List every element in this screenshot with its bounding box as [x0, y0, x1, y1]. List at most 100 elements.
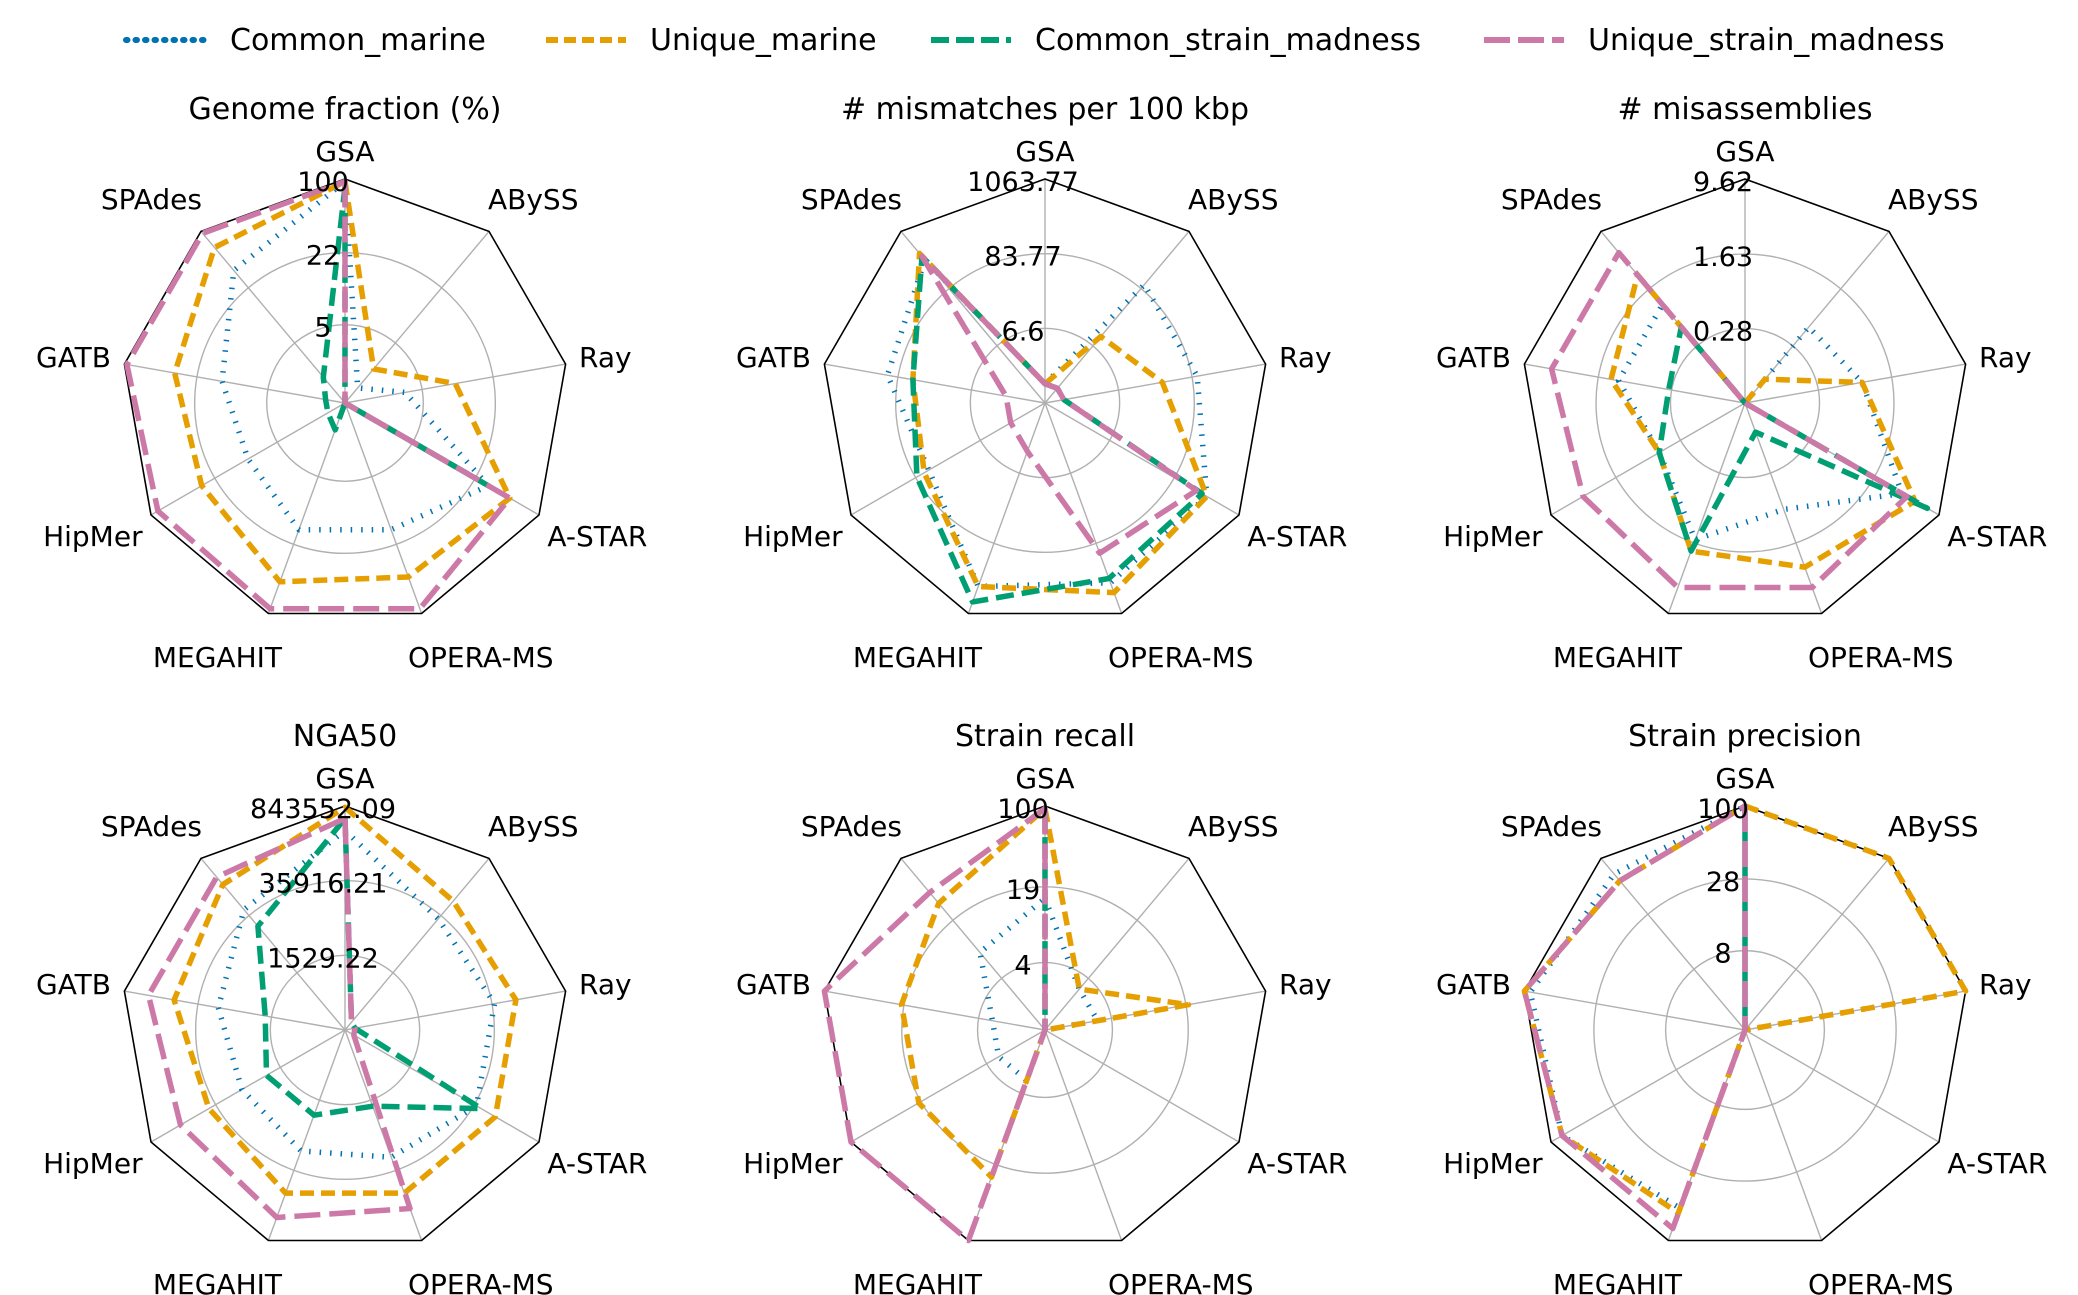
axis-label-hipmer: HipMer	[743, 1147, 843, 1180]
axis-label-gatb: GATB	[1436, 968, 1511, 1001]
chart-title: # misassemblies	[1618, 92, 1873, 127]
axis-label-megahit: MEGAHIT	[853, 641, 983, 674]
axis-label-spades: SPAdes	[101, 810, 202, 843]
grid-spoke	[1044, 363, 1266, 404]
grid-spoke	[1044, 1029, 1240, 1143]
ring-label: 100	[1697, 794, 1749, 825]
axis-label-opera-ms: OPERA-MS	[1108, 1268, 1254, 1295]
series-line-unique-marine	[171, 804, 519, 1196]
legend-swatch-unique-strain-madness	[1484, 37, 1564, 43]
legend-label-common-marine: Common_marine	[230, 22, 486, 58]
axis-label-opera-ms: OPERA-MS	[1808, 1268, 1954, 1295]
axis-label-hipmer: HipMer	[743, 520, 843, 553]
axis-label-abyss: ABySS	[1188, 183, 1278, 216]
grid-spoke	[1044, 230, 1190, 404]
grid-spoke	[900, 857, 1046, 1031]
axis-label-gatb: GATB	[1436, 341, 1511, 374]
grid-spoke	[850, 1029, 1046, 1143]
grid-spoke	[267, 402, 346, 614]
grid-spoke	[344, 363, 566, 404]
axis-label-gatb: GATB	[736, 341, 811, 374]
ring-label: 0.28	[1693, 316, 1753, 347]
grid-spoke	[967, 402, 1046, 614]
axis-label-a-star: A-STAR	[1947, 520, 2047, 553]
grid-spoke	[824, 363, 1046, 404]
axis-label-ray: Ray	[1979, 341, 2032, 374]
ring-label: 9.62	[1693, 167, 1753, 198]
axis-label-opera-ms: OPERA-MS	[1108, 641, 1254, 674]
axis-label-megahit: MEGAHIT	[1553, 1268, 1683, 1295]
grid-spoke	[344, 990, 566, 1031]
axis-label-gsa: GSA	[1715, 135, 1774, 168]
ring-label: 1.63	[1693, 242, 1753, 273]
series-line-unique-strain-madness	[1521, 803, 1748, 1232]
axis-label-a-star: A-STAR	[547, 520, 647, 553]
axis-label-a-star: A-STAR	[1947, 1147, 2047, 1180]
grid-spoke	[1524, 363, 1746, 404]
grid-spoke	[267, 1029, 346, 1241]
ring-label: 100	[997, 794, 1049, 825]
series-line-unique-strain-madness	[145, 815, 413, 1221]
ring-label: 5	[314, 313, 331, 344]
grid-spoke	[850, 402, 1046, 516]
series-line-common-strain-madness	[320, 184, 492, 489]
series-line-unique-strain-madness	[124, 178, 513, 612]
ring-label: 19	[1006, 875, 1040, 906]
series-line-common-marine	[215, 827, 498, 1161]
series-line-unique-strain-madness	[919, 253, 1200, 556]
legend-swatch-common-strain-madness	[931, 37, 1011, 43]
grid-spoke	[344, 230, 490, 404]
series-line-common-marine	[884, 257, 1210, 590]
grid-spoke	[1044, 857, 1190, 1031]
axis-label-gsa: GSA	[1015, 762, 1074, 795]
axis-label-gatb: GATB	[736, 968, 811, 1001]
axis-label-hipmer: HipMer	[43, 520, 143, 553]
series-line-unique-marine	[910, 250, 1210, 596]
series-line-unique-marine	[171, 178, 513, 585]
grid-spoke	[1550, 402, 1746, 516]
chart-title: Strain precision	[1628, 719, 1862, 754]
grid-spoke	[1044, 402, 1240, 516]
grid-spoke	[200, 857, 346, 1031]
radar-frame	[823, 178, 1267, 615]
grid-spoke	[1550, 1029, 1746, 1143]
ring-label: 35916.21	[259, 869, 388, 900]
legend-swatch-unique-marine	[546, 37, 626, 43]
chart-title: Strain recall	[955, 719, 1135, 754]
axis-label-megahit: MEGAHIT	[853, 1268, 983, 1295]
axis-label-spades: SPAdes	[801, 183, 902, 216]
axis-label-a-star: A-STAR	[1247, 1147, 1347, 1180]
radar-frame	[123, 805, 567, 1242]
ring-label: 6.6	[1002, 316, 1045, 347]
grid-spoke	[344, 857, 490, 1031]
series-line-unique-marine	[1608, 272, 1918, 570]
legend-label-unique-strain-madness: Unique_strain_madness	[1588, 22, 1945, 58]
ring-label: 843552.09	[250, 794, 396, 825]
axis-label-spades: SPAdes	[101, 183, 202, 216]
series-line-unique-marine	[1521, 803, 1969, 1216]
ring-label: 100	[297, 167, 349, 198]
grid-spoke	[1744, 857, 1890, 1031]
grid-spoke	[124, 363, 346, 404]
axis-label-ray: Ray	[579, 341, 632, 374]
series-line-unique-marine	[898, 805, 1192, 1180]
axis-label-spades: SPAdes	[1501, 183, 1602, 216]
chart-title: Genome fraction (%)	[189, 92, 502, 127]
grid-spoke	[824, 990, 1046, 1031]
legend-entry-common-marine: Common_marine	[120, 18, 486, 62]
grid-spoke	[1744, 402, 1823, 614]
ring-label: 28	[1706, 867, 1740, 898]
series-line-unique-strain-madness	[821, 805, 1048, 1244]
axis-label-hipmer: HipMer	[43, 1147, 143, 1180]
grid-spoke	[1044, 1029, 1123, 1241]
axis-label-abyss: ABySS	[1888, 183, 1978, 216]
axis-label-abyss: ABySS	[488, 810, 578, 843]
grid-spoke	[344, 402, 423, 614]
chart-title: # mismatches per 100 kbp	[841, 92, 1249, 127]
